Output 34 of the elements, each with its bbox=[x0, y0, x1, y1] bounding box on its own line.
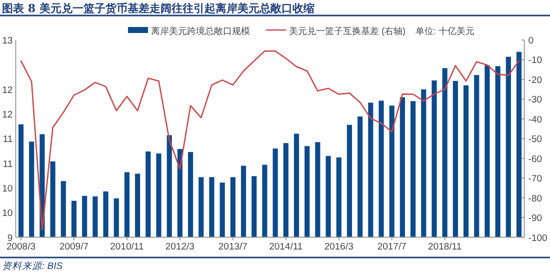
y-tick-label: 12 bbox=[2, 109, 13, 120]
x-tick-label: 2018/11 bbox=[428, 241, 462, 252]
x-tick-label: 2017/7 bbox=[377, 241, 406, 252]
text: 单位: 十亿美元 bbox=[416, 26, 475, 36]
y-tick-label: 11 bbox=[2, 134, 13, 146]
x-tick-label: 2016/3 bbox=[324, 241, 354, 252]
line-series bbox=[20, 50, 520, 231]
x-tick-label: 2014/11 bbox=[269, 241, 303, 252]
y2-tick-label: -10 bbox=[528, 55, 542, 66]
y2-tick-label: 0 bbox=[528, 36, 534, 46]
x-tick-label: 2013/7 bbox=[218, 241, 248, 252]
chart-title: 图表 8 美元兑一篮子货币基差走阔往往引起离岸美元总敞口收缩 bbox=[2, 2, 314, 15]
y2-tick-label: -40 bbox=[528, 114, 542, 126]
y2-tick-label: -70 bbox=[528, 174, 542, 185]
y-tick-label: 11 bbox=[2, 158, 13, 170]
x-tick-label: 2009/7 bbox=[59, 241, 89, 252]
y-tick-label: 13 bbox=[2, 36, 13, 46]
x-tick-label: 2010/11 bbox=[110, 241, 144, 252]
y2-tick-label: -50 bbox=[528, 134, 542, 146]
text: 资料来源: BIS bbox=[2, 261, 64, 272]
y2-tick-label: -60 bbox=[528, 154, 542, 165]
y2-tick-label: -80 bbox=[528, 193, 542, 204]
y2-tick-label: -20 bbox=[528, 74, 542, 86]
y-tick-label: 10 bbox=[2, 183, 13, 194]
legend-label: 美元兑一篮子互换基差 (右轴) bbox=[289, 26, 406, 36]
y2-tick-label: -90 bbox=[528, 213, 542, 224]
y2-tick-label: -30 bbox=[528, 94, 542, 106]
y2-tick-label: -100 bbox=[528, 232, 548, 244]
y-tick-label: 10 bbox=[2, 208, 13, 220]
x-tick-label: 2008/3 bbox=[6, 241, 36, 252]
y-tick-label: 12 bbox=[2, 84, 13, 96]
y-tick-label: 9 bbox=[7, 232, 13, 244]
x-tick-label: 2012/3 bbox=[165, 241, 194, 252]
legend-label: 离岸美元跨境总敞口规模 bbox=[151, 26, 250, 36]
